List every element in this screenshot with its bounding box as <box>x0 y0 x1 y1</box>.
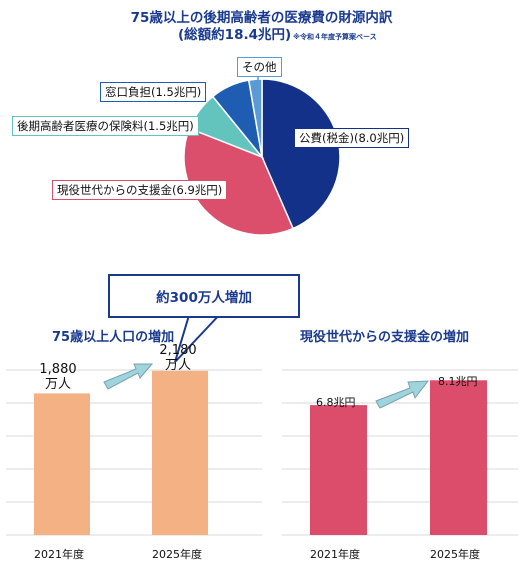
leader-premium <box>221 124 233 131</box>
support-chart-title: 現役世代からの支援金の増加 <box>300 330 470 345</box>
pie-label-copay: 窓口負担(1.5兆円) <box>100 82 207 102</box>
population-x-label-2025: 2025年度 <box>152 548 202 561</box>
pie-chart-title: 75歳以上の後期高齢者の医療費の財源内訳 <box>130 10 393 26</box>
support-bar-2025 <box>430 380 487 535</box>
population-value-2025-unit: 万人 <box>164 358 191 373</box>
support-x-label-2021: 2021年度 <box>310 548 360 561</box>
population-increase-callout: 約300万人増加 <box>108 274 300 318</box>
leader-copay <box>231 99 249 105</box>
pie-label-public: 公費(税金)(8.0兆円) <box>294 128 410 148</box>
support-bars <box>310 380 487 535</box>
pie-label-support: 現役世代からの支援金(6.9兆円) <box>52 180 228 200</box>
pie-label-premium: 後期高齢者医療の保険料(1.5兆円) <box>12 116 199 136</box>
support-value-2021: 6.8兆円 <box>316 396 356 409</box>
population-value-2025: 2,180 万人 <box>150 343 206 373</box>
pie-note: ※令和４年度予算案ベース <box>293 33 377 41</box>
population-x-label-2021: 2021年度 <box>34 548 84 561</box>
pie-chart <box>183 78 341 236</box>
population-chart-title: 75歳以上人口の増加 <box>52 330 175 345</box>
pie-label-other: その他 <box>237 57 282 77</box>
support-x-label-2025: 2025年度 <box>430 548 480 561</box>
population-bars <box>34 370 208 535</box>
population-value-2021-number: 1,880 <box>39 362 77 377</box>
pie-leader-lines <box>221 76 259 131</box>
support-bar-2021 <box>310 405 367 535</box>
pie-slice-other <box>247 78 263 158</box>
population-bar-2025 <box>152 370 208 535</box>
population-bar-2021 <box>34 393 90 535</box>
support-value-2025: 8.1兆円 <box>438 375 478 388</box>
pie-slice-support <box>183 127 295 236</box>
support-increase-arrow <box>375 380 430 409</box>
population-increase-arrow <box>103 363 154 390</box>
pie-total-label: (総額約18.4兆円) <box>178 27 292 43</box>
population-value-2021-unit: 万人 <box>44 377 71 392</box>
pie-chart-subtitle: (総額約18.4兆円) ※令和４年度予算案ベース <box>178 23 377 43</box>
population-value-2021: 1,880 万人 <box>30 362 86 392</box>
population-value-2025-number: 2,180 <box>159 343 197 358</box>
